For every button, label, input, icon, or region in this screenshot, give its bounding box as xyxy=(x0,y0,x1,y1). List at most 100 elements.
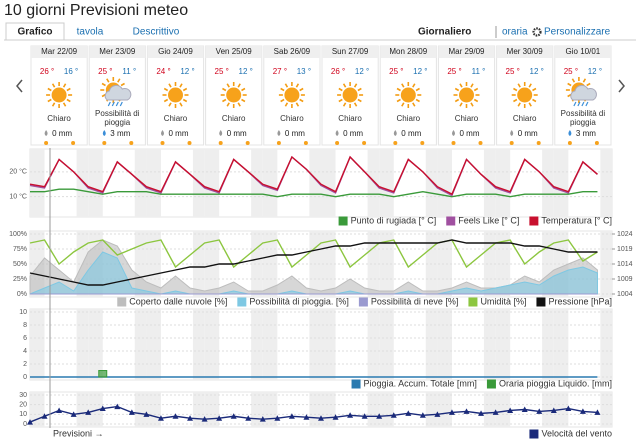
wind-marker xyxy=(303,414,310,420)
night-shade xyxy=(321,392,336,427)
line xyxy=(30,188,598,198)
tab[interactable]: Grafico xyxy=(17,27,52,38)
night-shade xyxy=(262,149,278,217)
wind-marker xyxy=(201,416,208,422)
sun-ray xyxy=(182,98,188,103)
drop-icon xyxy=(393,130,397,136)
night-shade xyxy=(425,149,438,217)
wind-marker xyxy=(521,406,528,412)
sun-ray xyxy=(237,102,241,107)
drop-icon xyxy=(277,130,281,136)
wind-marker xyxy=(565,405,572,412)
day-low: 12 ° xyxy=(413,67,427,76)
night-shade xyxy=(262,392,278,427)
wind-marker xyxy=(216,415,223,421)
tab[interactable]: Descrittivo xyxy=(133,27,180,38)
legend-swatch xyxy=(529,216,539,226)
next-arrow[interactable] xyxy=(618,79,625,93)
night-shade xyxy=(262,309,278,380)
y-tick-label: 75% xyxy=(13,246,27,253)
night-shade xyxy=(600,392,612,427)
sun-ray xyxy=(66,98,71,103)
bar xyxy=(98,370,108,378)
sun-ray xyxy=(47,87,52,92)
condition-box: Chiaro xyxy=(47,114,71,123)
night-shade xyxy=(146,309,161,380)
day-card: Sab 26/09 27 ° 13 ° Chiaro 0 mm xyxy=(263,45,321,146)
wind-marker xyxy=(99,405,106,412)
sun-ray xyxy=(470,83,474,88)
wind-marker xyxy=(463,408,470,414)
night-shade xyxy=(192,309,205,380)
wind-marker xyxy=(405,410,412,416)
night-shade xyxy=(76,149,89,217)
condition-box: Chiaro xyxy=(455,114,479,123)
sun-ray xyxy=(342,102,347,107)
sun-disc xyxy=(51,87,67,103)
y-tick-label: 1024 xyxy=(617,231,633,238)
rain-drop xyxy=(119,101,123,107)
night-shade xyxy=(542,149,554,217)
sun-ray xyxy=(163,87,169,92)
night-shade xyxy=(367,392,380,427)
night-shade xyxy=(367,149,380,217)
chart: 10 °C 20 °C Temperatura [° C] Feels Like [°… xyxy=(9,148,613,226)
view-daily[interactable]: Giornaliero xyxy=(418,27,471,38)
sun-ray xyxy=(459,102,463,107)
y-tick-label: 1019 xyxy=(617,246,633,253)
night-shade xyxy=(553,149,569,217)
day-high: 27 ° xyxy=(273,67,287,76)
sun-ray xyxy=(586,82,591,87)
night-shade xyxy=(192,392,205,427)
moon-dot xyxy=(420,141,425,145)
day-rain: 0 mm xyxy=(52,129,72,138)
sun-ray xyxy=(299,87,304,92)
sun-ray xyxy=(513,87,518,92)
night-shade xyxy=(367,231,380,297)
day-header-bg xyxy=(147,46,204,58)
view-customize[interactable]: Personalizzare xyxy=(544,27,611,38)
sun-ray xyxy=(528,102,532,107)
wind-marker xyxy=(318,415,324,421)
day-condition: Possibilità di pioggia xyxy=(560,109,606,127)
sun-ray xyxy=(241,87,246,92)
night-shade xyxy=(251,309,263,380)
day-header-bg xyxy=(263,46,320,58)
legend-swatch xyxy=(358,297,368,307)
night-shade xyxy=(30,309,45,380)
sun-ray xyxy=(163,98,169,103)
tab[interactable]: tavola xyxy=(77,27,104,38)
day-high: 25 ° xyxy=(447,67,461,76)
sun-ray xyxy=(284,83,289,88)
day-date: Gio 10/01 xyxy=(566,47,601,56)
moon-dot xyxy=(536,141,541,145)
day-header-bg xyxy=(380,46,437,58)
wind-marker xyxy=(245,415,252,421)
night-shade xyxy=(437,231,452,297)
sun-ray xyxy=(517,83,521,88)
day-high: 26 ° xyxy=(331,67,345,76)
sun-ray xyxy=(473,87,479,92)
y-tick-label: 100% xyxy=(9,231,27,238)
drop-icon xyxy=(452,130,455,136)
day-low: 12 ° xyxy=(588,67,602,76)
sun-dot xyxy=(335,141,340,145)
sun-ray xyxy=(295,83,300,88)
drop-icon xyxy=(102,130,106,136)
moon-dot xyxy=(594,141,599,145)
sun-disc xyxy=(284,87,300,103)
moon-dot xyxy=(478,141,483,145)
sun-dot xyxy=(102,141,107,145)
sun-ray xyxy=(299,98,304,103)
day-high: 25 ° xyxy=(564,67,578,76)
view-hourly[interactable]: oraria xyxy=(502,27,528,38)
legend-swatch xyxy=(338,216,348,226)
sun-ray xyxy=(51,83,56,88)
wind-marker xyxy=(536,408,543,414)
day-low: 16 ° xyxy=(64,67,78,76)
prev-arrow[interactable] xyxy=(16,79,23,93)
y-tick-label: 0% xyxy=(17,291,27,298)
y-tick-label: 10 xyxy=(19,411,27,418)
rain-drop xyxy=(111,101,115,107)
sun-ray xyxy=(415,87,420,92)
